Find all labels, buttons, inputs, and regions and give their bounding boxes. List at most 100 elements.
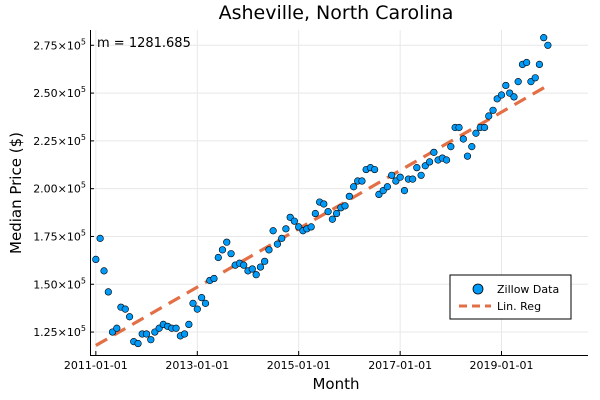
y-tick-label: 2.50×105 <box>33 85 86 100</box>
data-point <box>223 238 231 246</box>
data-point <box>125 313 134 321</box>
data-point <box>180 330 189 338</box>
data-point <box>350 183 358 191</box>
data-point <box>358 177 366 185</box>
y-tick-label: 1.75×105 <box>33 228 86 243</box>
y-tick-label: 2.25×105 <box>33 133 86 148</box>
data-point <box>273 240 282 248</box>
axes <box>90 30 588 356</box>
data-point <box>535 60 544 69</box>
data-point <box>425 158 434 166</box>
data-point <box>442 156 451 164</box>
data-point <box>480 123 489 132</box>
y-axis-label: Median Price ($) <box>7 132 25 254</box>
data-point <box>417 171 425 179</box>
data-point <box>147 336 155 344</box>
data-point <box>332 209 341 218</box>
x-axis-ticks: 2011-01-01 2013-01-01 2015-01-01 2017-01-01… <box>64 351 534 372</box>
data-point <box>113 324 121 332</box>
data-point <box>459 135 467 143</box>
data-point <box>396 173 404 181</box>
data-point <box>92 255 100 264</box>
legend-marker-scatter <box>472 283 484 295</box>
data-point <box>201 299 210 307</box>
x-tick-label: 2019-01-01 <box>470 359 534 372</box>
data-point <box>104 288 112 296</box>
data-point <box>544 41 552 49</box>
data-point <box>328 215 337 223</box>
data-point <box>252 271 260 279</box>
data-point <box>455 123 463 132</box>
legend-label-regression: Lin. Reg <box>497 300 541 313</box>
regression-line <box>95 84 549 347</box>
data-point <box>269 227 277 235</box>
data-point <box>383 183 391 191</box>
data-point <box>198 294 206 302</box>
data-point <box>311 209 319 218</box>
data-point <box>514 78 522 86</box>
data-point <box>214 253 222 262</box>
data-point <box>485 112 493 120</box>
y-tick-label: 1.25×105 <box>33 324 86 339</box>
data-point <box>172 324 180 332</box>
data-point <box>341 202 349 210</box>
x-tick-label: 2017-01-01 <box>368 359 432 372</box>
data-point <box>96 234 104 242</box>
data-point <box>261 257 269 265</box>
data-point <box>189 299 197 307</box>
y-axis-ticks: 1.25×105 1.50×105 1.75×105 2.00×105 2.25×105… <box>33 37 94 339</box>
grid <box>90 30 588 355</box>
data-point <box>430 148 438 156</box>
x-tick-label: 2015-01-01 <box>267 359 331 372</box>
regression-series <box>95 84 549 347</box>
data-point <box>531 74 539 82</box>
data-point <box>489 106 497 114</box>
x-tick-label: 2011-01-01 <box>64 359 128 372</box>
x-axis-label: Month <box>312 375 359 393</box>
data-point <box>324 208 332 216</box>
data-point <box>227 250 235 258</box>
x-tick-label: 2013-01-01 <box>165 359 229 372</box>
chart-title: Asheville, North Carolina <box>219 2 454 24</box>
data-point <box>371 165 379 174</box>
data-point <box>468 143 476 151</box>
y-tick-label: 1.50×105 <box>33 276 86 291</box>
data-point <box>248 265 256 273</box>
data-point <box>413 164 421 172</box>
legend-box <box>449 274 572 320</box>
data-point <box>400 186 409 195</box>
data-point <box>278 234 286 242</box>
data-point <box>282 225 290 233</box>
data-point <box>121 305 129 313</box>
data-point <box>100 267 108 275</box>
data-point <box>502 81 510 90</box>
data-point <box>185 320 193 329</box>
data-point <box>210 274 218 283</box>
data-point <box>345 192 353 200</box>
data-point <box>256 263 265 271</box>
data-point <box>463 152 472 160</box>
data-point <box>265 246 273 254</box>
legend: Zillow Data Lin. Reg <box>449 274 572 320</box>
y-tick-label: 2.00×105 <box>33 181 86 196</box>
data-point <box>320 200 328 208</box>
data-point <box>388 171 396 179</box>
data-point <box>240 261 248 269</box>
data-point <box>409 175 417 183</box>
slope-annotation: m = 1281.685 <box>97 36 191 51</box>
data-point <box>134 339 142 348</box>
data-point <box>447 143 455 151</box>
data-point <box>193 305 201 313</box>
y-tick-label: 2.75×105 <box>33 37 86 52</box>
data-point <box>218 246 227 254</box>
data-series <box>92 34 552 348</box>
data-point <box>540 34 548 42</box>
data-point <box>290 217 298 225</box>
data-point <box>510 93 518 101</box>
legend-label-zillow: Zillow Data <box>497 283 559 296</box>
data-point <box>497 91 506 99</box>
data-point <box>523 58 531 67</box>
data-point <box>307 223 315 231</box>
